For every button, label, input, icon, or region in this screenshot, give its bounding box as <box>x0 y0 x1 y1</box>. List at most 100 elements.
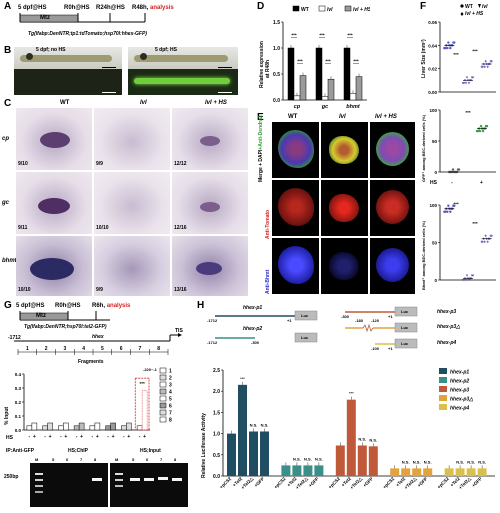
g-legend-label: 7 <box>169 411 172 417</box>
panel-label-e: E <box>257 112 264 123</box>
g-hs-minus: - <box>123 434 125 440</box>
c-img-bhmt-lvlhs <box>172 236 248 296</box>
e-row-merge: Merge + DAPI+Anti-Dendra2 <box>258 115 264 182</box>
panel-label-a: A <box>4 1 12 12</box>
f-point <box>476 129 480 133</box>
d-legend-label: WT <box>301 7 309 13</box>
g-bar <box>126 422 132 431</box>
g-hs-plus: + <box>127 434 130 440</box>
h-x-label: +pCS2 <box>436 476 450 490</box>
c-col-lvlhs: lvl + HS <box>205 100 227 106</box>
f-ylabel-2: GFP⁺ among BEC-derived cells (%) <box>421 114 426 182</box>
g-range-label: -220~-1 <box>143 367 157 372</box>
f-sig: *** <box>453 52 459 57</box>
g-legend-swatch <box>159 402 167 409</box>
f-point <box>446 46 449 50</box>
f-point <box>465 76 469 79</box>
f-legend-wt-label: WT <box>465 4 473 10</box>
d-bar <box>349 92 357 101</box>
f-hs-label: HS <box>430 180 437 186</box>
h-x-label: +GFP <box>253 476 265 488</box>
d-sig: *** <box>353 59 359 64</box>
h-bar <box>412 468 422 476</box>
h-ytick-label: 1.0 <box>213 432 220 438</box>
h-x-label: +pCS2 <box>382 476 396 490</box>
g-time-1: 5 dpf@HS <box>16 303 45 309</box>
h-p3-start: -300 <box>341 314 350 319</box>
panel-label-c: C <box>4 98 12 109</box>
h-constructs <box>215 306 418 349</box>
d-bar <box>327 78 335 101</box>
f-sig: *** <box>472 221 478 226</box>
f-point <box>462 82 466 85</box>
g-fragment-num: 3 <box>63 346 66 352</box>
h-bar <box>466 468 476 476</box>
g-bar <box>47 422 53 431</box>
c-img-cp-lvlhs <box>172 108 248 170</box>
f-point <box>484 124 488 128</box>
chart-d: 0.0 0.5 1.0 1.5 WT lvl lvl + HS cp *** *** gc *** **… <box>273 5 370 110</box>
g-hs-plus: + <box>96 434 99 440</box>
f-hs-minus: - <box>451 180 453 186</box>
f-sig: *** <box>472 49 478 54</box>
h-x-label: +pCS2 <box>273 476 287 490</box>
g-bar <box>63 422 69 431</box>
f-point <box>447 204 450 207</box>
d-ytick-label: 0.0 <box>273 98 280 104</box>
h-ns: N.S. <box>467 459 475 464</box>
g-hs-plus: + <box>64 434 67 440</box>
h-x-label: +Tel2 <box>286 476 298 488</box>
g-legend-label: 5 <box>169 397 172 403</box>
f-ytick-label: 0.06 <box>428 20 437 25</box>
g-legend-label: 3 <box>169 383 172 389</box>
d-bar <box>343 47 351 101</box>
d-ytick-label: 0.5 <box>273 72 280 78</box>
f-ytick-label: 0.02 <box>428 67 437 72</box>
f-point <box>483 65 486 69</box>
e-img-merge-lvl <box>321 122 368 178</box>
h-ns: N.S. <box>261 422 269 427</box>
d-legend-label: lvl + HS <box>353 7 370 13</box>
g-fragment-num: 6 <box>120 346 123 352</box>
g-hs-minus: - <box>29 434 31 440</box>
h-p3d-b: -120 <box>371 318 380 323</box>
panel-c: C WT lvl lvl + HS cp gc bhmt 9/10 9/9 12… <box>0 98 255 298</box>
h-x-label: +Tel2 <box>395 476 407 488</box>
h-bar <box>292 465 302 476</box>
a-genotype: Tg(lfabp:DenNTR;tp1:tdTomato;hsp70l:hhex… <box>28 31 147 37</box>
e-img-merge-wt <box>272 122 319 178</box>
h-ytick-label: 0.5 <box>213 453 220 459</box>
h-p3d-a: -180 <box>355 318 364 323</box>
h-p3-name: hhex-p3 <box>437 309 457 315</box>
f-point <box>470 274 474 277</box>
h-x-label: +Tel2△ <box>240 476 254 490</box>
d-sig: *** <box>319 33 325 38</box>
h-p1-end: +1 <box>287 318 292 323</box>
f-legend-lvlhs <box>460 12 464 16</box>
h-bar <box>444 468 454 476</box>
fish-image-hs <box>128 47 238 95</box>
h-bar <box>357 445 367 476</box>
f-hs-plus: + <box>480 180 483 186</box>
g-bar <box>78 422 85 431</box>
g-legend-swatch <box>159 416 167 423</box>
g-input-hs: HS;Input <box>140 448 161 454</box>
g-bar <box>136 425 143 431</box>
g-ytick-label: 0.1 <box>15 414 22 419</box>
g-gel-i5: 5 <box>132 457 135 462</box>
h-x-label: +Tel2△ <box>403 476 417 490</box>
h-ns: N.S. <box>293 456 301 461</box>
h-ns: N.S. <box>369 437 377 442</box>
h-ns: N.S. <box>358 436 366 441</box>
h-x-label: +pCS2 <box>327 476 341 490</box>
a-time-2: R0h@HS <box>64 5 90 11</box>
c-count-bhmt-lvl: 9/9 <box>96 287 103 293</box>
f-sig: *** <box>453 202 459 207</box>
f-point <box>483 240 486 244</box>
g-hs-minus: - <box>60 434 62 440</box>
h-ytick-label: 0.0 <box>213 474 220 480</box>
h-x-label: +Tel2△ <box>458 476 472 490</box>
panel-label-d: D <box>257 1 265 12</box>
f-point <box>486 240 489 244</box>
g-bar <box>58 425 64 431</box>
